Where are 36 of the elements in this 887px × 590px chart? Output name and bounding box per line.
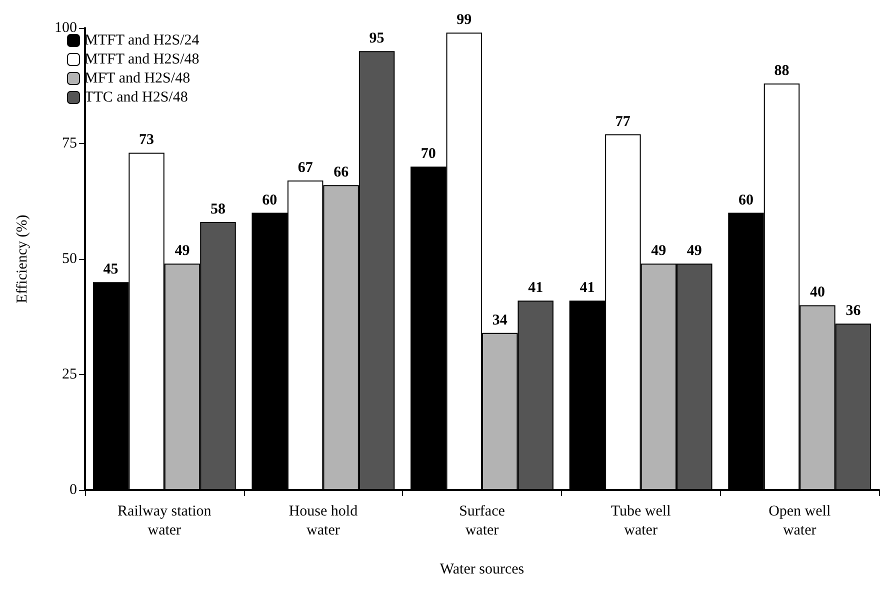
- x-tick-label: Railway station water: [118, 504, 212, 538]
- data-label: 70: [420, 146, 436, 162]
- data-label: 58: [210, 202, 226, 218]
- data-label: 77: [615, 114, 631, 130]
- data-label: 49: [686, 243, 702, 260]
- y-tick-label: 100: [54, 20, 77, 36]
- data-label: 66: [334, 164, 350, 181]
- data-label: 34: [492, 312, 508, 328]
- x-tick-label: Tube well water: [610, 504, 671, 538]
- x-tick-label: Open well water: [768, 504, 831, 538]
- legend-label: MTFT and H2S/24: [84, 32, 200, 48]
- x-tick-label: Surface water: [459, 504, 506, 538]
- y-axis-title: Efficiency (%): [14, 214, 30, 304]
- data-label: 88: [774, 62, 790, 79]
- data-label: 49: [651, 243, 666, 260]
- data-label: 49: [174, 243, 190, 260]
- y-tick-label: 25: [62, 366, 77, 382]
- data-label: 95: [369, 30, 384, 47]
- legend-label: MTFT and H2S/48: [84, 52, 200, 68]
- legend-label: MFT and H2S/48: [84, 70, 190, 86]
- data-label: 73: [139, 132, 154, 148]
- data-label: 41: [580, 280, 595, 296]
- data-label: 99: [456, 12, 472, 28]
- y-tick-label: 0: [70, 482, 77, 498]
- data-label: 67: [298, 160, 314, 176]
- y-tick-label: 50: [62, 251, 77, 267]
- x-tick-label: House hold water: [288, 504, 358, 538]
- data-label: 45: [103, 262, 118, 278]
- data-label: 40: [810, 284, 825, 301]
- data-label: 36: [846, 303, 862, 320]
- x-axis-title: Water sources: [440, 562, 524, 578]
- data-label: 41: [528, 280, 544, 296]
- data-label: 60: [262, 192, 278, 208]
- data-label: 60: [738, 192, 754, 208]
- y-tick-label: 75: [62, 136, 77, 152]
- legend-label: TTC and H2S/48: [84, 90, 188, 106]
